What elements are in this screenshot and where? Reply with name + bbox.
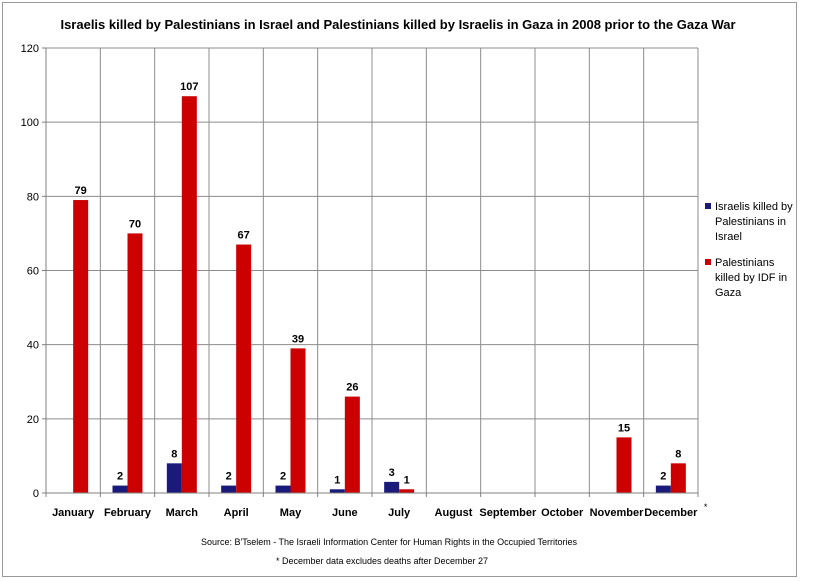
legend-label: Palestinians in xyxy=(715,216,786,228)
y-tick-label: 60 xyxy=(27,266,39,278)
data-label: 3 xyxy=(389,467,395,479)
bar-israelis xyxy=(655,485,671,493)
bar-israelis xyxy=(275,485,291,493)
legend-swatch xyxy=(705,203,711,209)
x-tick-label: July xyxy=(388,507,411,519)
bar-israelis xyxy=(166,463,182,493)
data-label: 39 xyxy=(292,333,304,345)
bar-israelis xyxy=(112,485,128,493)
y-tick-label: 120 xyxy=(21,43,39,55)
bar-palestinians xyxy=(670,463,686,493)
bar-palestinians xyxy=(127,233,143,493)
data-label: 1 xyxy=(334,474,340,486)
data-label: 2 xyxy=(226,471,232,483)
data-label: 15 xyxy=(618,422,630,434)
x-tick-label: November xyxy=(590,507,645,519)
data-label: 67 xyxy=(238,230,250,242)
x-tick-label: April xyxy=(224,507,249,519)
data-label: 2 xyxy=(280,471,286,483)
bar-israelis xyxy=(384,481,400,493)
y-tick-label: 80 xyxy=(27,191,39,203)
legend-label: Palestinians xyxy=(715,257,775,269)
bar-israelis xyxy=(221,485,237,493)
footnote: * December data excludes deaths after De… xyxy=(276,556,488,566)
y-tick-label: 100 xyxy=(21,117,39,129)
bar-palestinians xyxy=(399,489,415,493)
x-tick-label: December xyxy=(644,507,698,519)
bar-palestinians xyxy=(616,437,632,493)
x-tick-suffix: * xyxy=(704,502,708,512)
bar-palestinians xyxy=(290,348,306,493)
x-tick-label: August xyxy=(435,507,473,519)
chart-title: Israelis killed by Palestinians in Israe… xyxy=(60,17,735,32)
legend-swatch xyxy=(705,259,711,265)
data-label: 79 xyxy=(75,185,87,197)
x-axis: January February March April May June July Augu… xyxy=(45,492,708,519)
x-tick-label: March xyxy=(166,507,199,519)
source-note: Source: B'Tselem - The Israeli Informati… xyxy=(201,537,578,547)
bars xyxy=(73,96,686,493)
legend: Israelis killed by Palestinians in Israel P… xyxy=(705,201,793,299)
x-tick-label: October xyxy=(541,507,584,519)
data-label: 2 xyxy=(117,471,123,483)
legend-label: Gaza xyxy=(715,287,742,299)
chart-frame xyxy=(2,2,797,577)
x-tick-label: May xyxy=(280,507,302,519)
bar-palestinians xyxy=(236,244,252,493)
data-label: 1 xyxy=(404,474,410,486)
legend-label: killed by IDF in xyxy=(715,272,787,284)
x-tick-label: September xyxy=(479,507,537,519)
bar-israelis xyxy=(329,489,345,493)
bar-palestinians xyxy=(344,396,360,493)
legend-label: Israel xyxy=(715,231,742,243)
y-axis: 0 20 40 60 80 100 120 xyxy=(21,43,47,500)
legend-label: Israelis killed by xyxy=(715,201,793,213)
data-label: 107 xyxy=(180,81,198,93)
data-label: 8 xyxy=(675,448,681,460)
x-tick-label: February xyxy=(104,507,152,519)
x-tick-label: June xyxy=(332,507,358,519)
y-tick-label: 20 xyxy=(27,414,39,426)
bar-palestinians xyxy=(181,96,197,493)
data-label: 70 xyxy=(129,218,141,230)
data-label: 8 xyxy=(171,448,177,460)
gridlines xyxy=(45,47,699,493)
y-tick-label: 0 xyxy=(33,488,39,500)
data-label: 26 xyxy=(346,382,358,394)
data-label: 2 xyxy=(660,471,666,483)
y-tick-label: 40 xyxy=(27,340,39,352)
x-tick-label: January xyxy=(52,507,95,519)
bar-palestinians xyxy=(73,200,89,493)
